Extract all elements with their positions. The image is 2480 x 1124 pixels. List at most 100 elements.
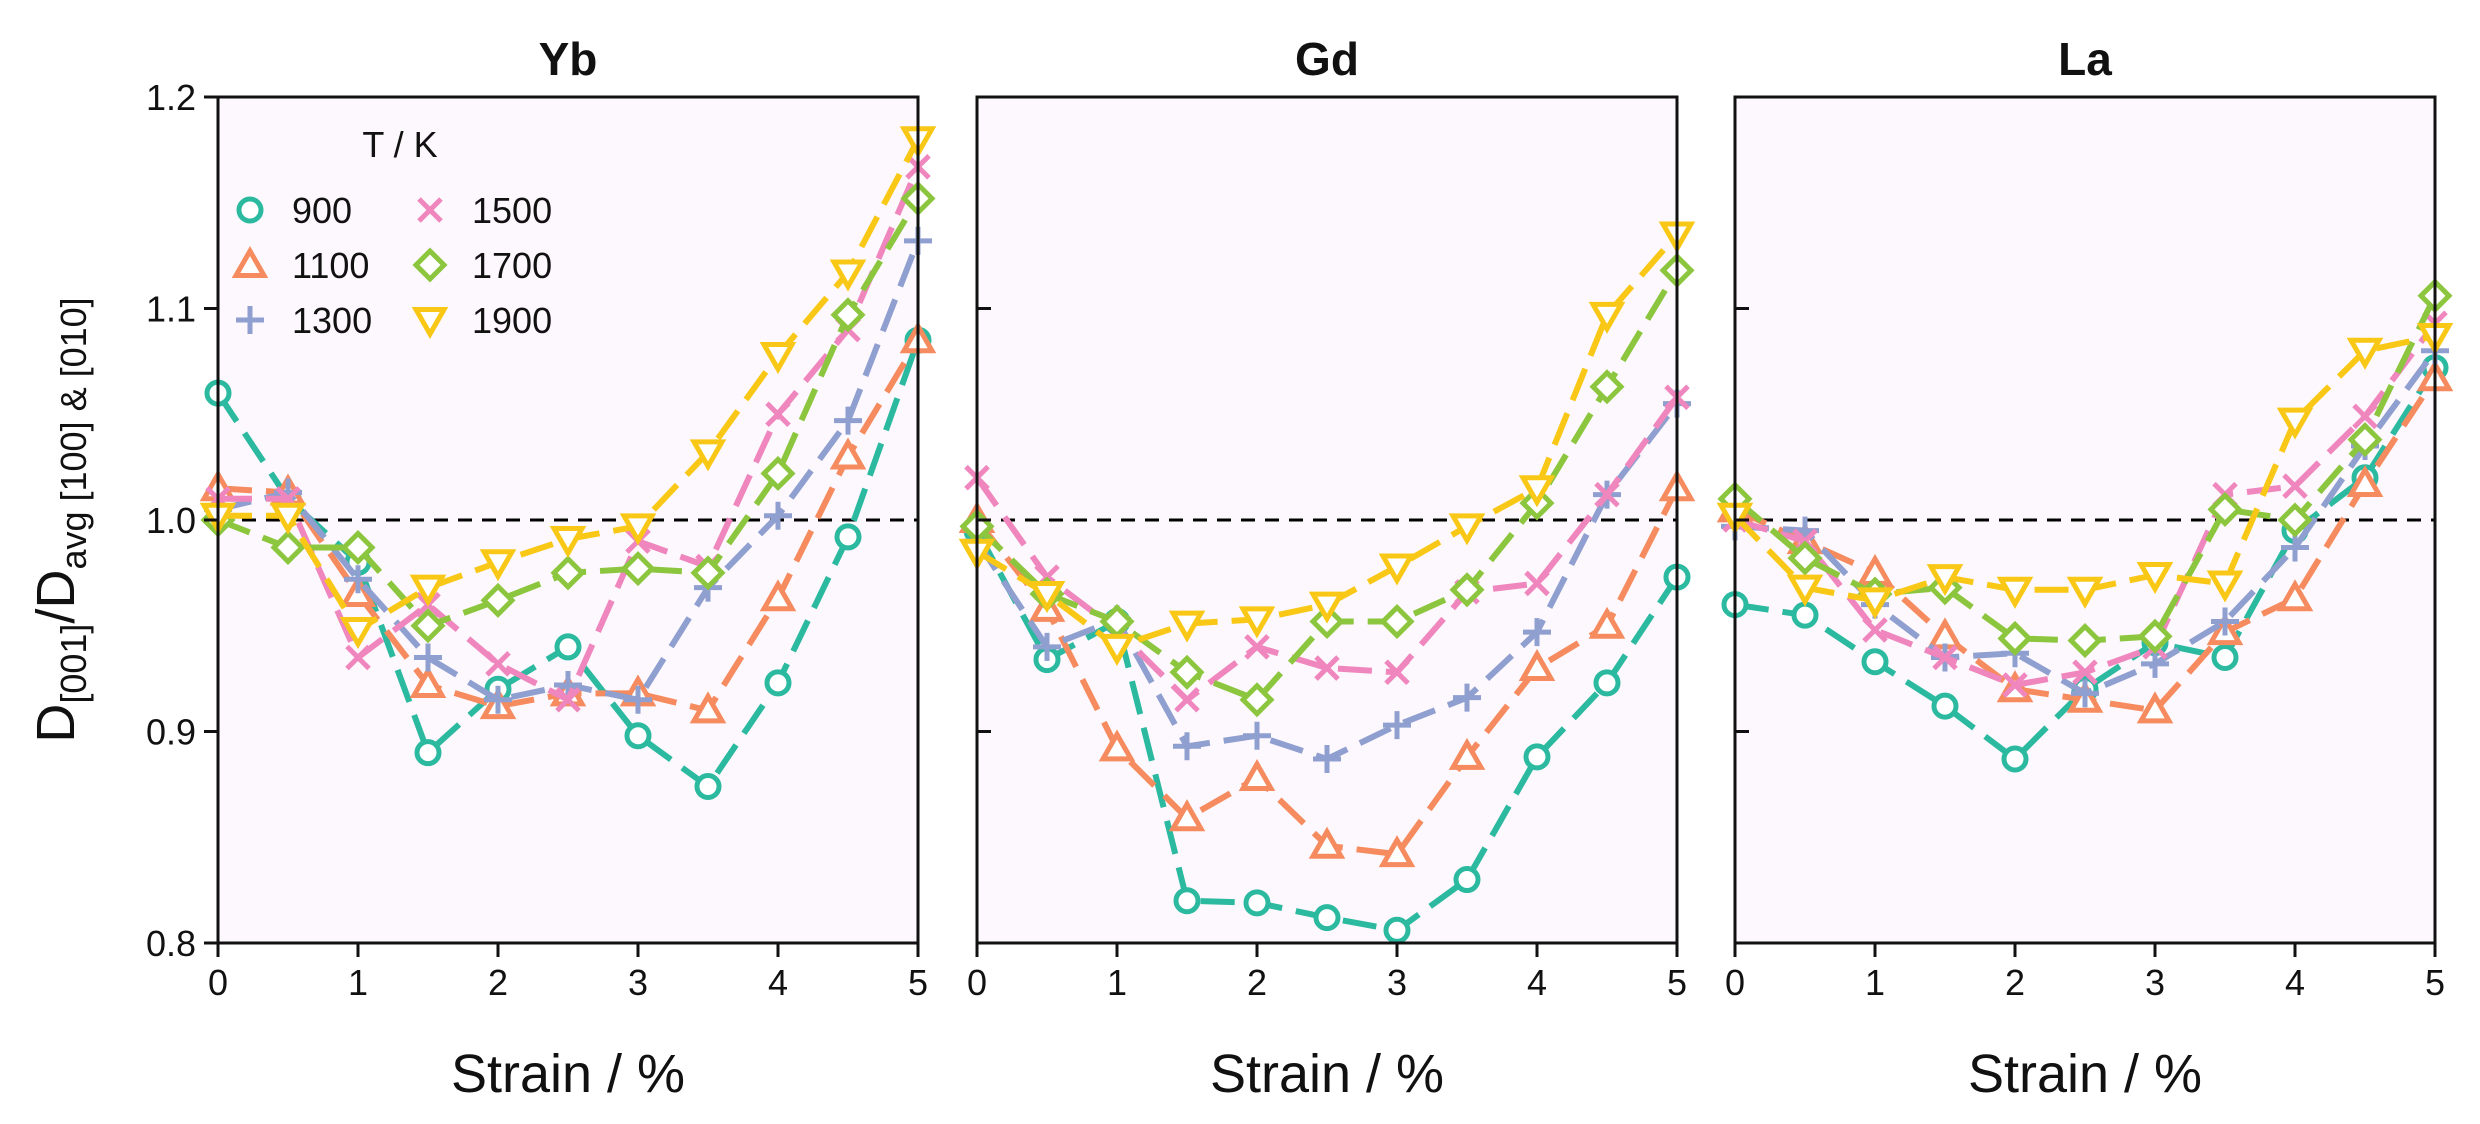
x-tick-label: 2 <box>488 962 508 1003</box>
data-point-1100-5 <box>1308 826 1346 859</box>
x-tick-label: 4 <box>1527 962 1547 1003</box>
data-point-1900-5 <box>549 526 587 559</box>
x-tick-label: 3 <box>2145 962 2165 1003</box>
series-line-1500 <box>974 395 1680 703</box>
data-point-1700-6 <box>2137 618 2173 654</box>
data-point-900-9 <box>834 523 862 551</box>
data-point-900-4 <box>1243 889 1271 917</box>
data-point-1100-8 <box>2276 579 2314 612</box>
data-point-900-6 <box>624 722 652 750</box>
data-point-1900-7 <box>689 439 727 472</box>
data-point-1300-5 <box>2071 679 2099 708</box>
legend-entry-1500: 1500 <box>417 190 552 231</box>
panel-la: 0 1 2 3 4 5 La Strain / % <box>1716 33 2454 1104</box>
data-point-1900-1 <box>1028 581 1066 614</box>
data-point-1700-4 <box>480 582 516 618</box>
x-tick-label: 3 <box>1387 962 1407 1003</box>
data-point-1100-3 <box>409 665 447 698</box>
data-point-1900-6 <box>2136 561 2174 595</box>
series-line-900 <box>1734 366 2438 762</box>
data-point-900-5 <box>1313 904 1341 932</box>
data-point-1500-8 <box>1524 570 1550 597</box>
x-tick-label: 1 <box>1865 962 1885 1003</box>
panel-title: La <box>2058 33 2112 85</box>
legend-label: 1500 <box>472 190 552 231</box>
data-point-900-9 <box>1593 669 1621 697</box>
data-point-1500-3 <box>1174 687 1200 713</box>
data-point-1500-5 <box>1314 655 1340 681</box>
legend-marker-1300 <box>236 306 264 334</box>
panel-title: Yb <box>539 33 598 85</box>
x-tick-label: 2 <box>1247 962 1267 1003</box>
data-point-1500-5 <box>555 687 581 713</box>
data-point-1100-4 <box>1238 758 1276 792</box>
data-point-1900-8 <box>1518 475 1556 508</box>
ylabel-d2: D <box>26 570 86 609</box>
data-point-1500-9 <box>2352 403 2378 430</box>
data-point-1500-6 <box>1384 659 1410 686</box>
data-point-1100-2 <box>1098 729 1136 762</box>
legend-entry-1100: 1100 <box>231 245 369 286</box>
data-point-900-7 <box>1453 866 1481 894</box>
data-point-1300-7 <box>2211 607 2239 636</box>
ylabel-slash: / <box>26 609 86 624</box>
data-point-1900-4 <box>479 549 517 582</box>
x-tick-label: 2 <box>2005 962 2025 1003</box>
data-point-1700-6 <box>620 551 656 587</box>
data-point-1300-1 <box>1033 632 1061 661</box>
data-point-1700-7 <box>2207 491 2243 527</box>
data-point-1700-2 <box>340 529 376 566</box>
data-point-1700-7 <box>1449 572 1485 608</box>
data-point-1100-6 <box>1378 835 1416 868</box>
data-point-1500-5 <box>2072 659 2098 686</box>
x-tick-label: 0 <box>208 962 228 1003</box>
data-point-1500-2 <box>345 644 371 671</box>
x-tick-label: 4 <box>768 962 788 1003</box>
data-point-1100-6 <box>2136 691 2174 724</box>
legend-entry-1900: 1900 <box>411 300 552 341</box>
data-point-1700-4 <box>1997 620 2033 656</box>
data-point-1500-4 <box>1244 634 1270 660</box>
data-point-1700-4 <box>1239 682 1275 718</box>
data-point-1700-1 <box>270 529 306 566</box>
data-point-1500-8 <box>765 401 791 428</box>
legend-label: 1300 <box>292 300 372 341</box>
x-tick-label: 4 <box>2285 962 2305 1003</box>
data-point-1900-6 <box>1378 553 1416 586</box>
data-point-1100-8 <box>759 579 797 612</box>
x-tick-label: 0 <box>1725 962 1745 1003</box>
data-point-1700-9 <box>1589 369 1625 405</box>
y-tick-label: 0.9 <box>146 712 196 753</box>
data-point-1500-8 <box>2282 473 2308 499</box>
series-1700 <box>200 180 936 644</box>
data-point-1900-4 <box>1996 576 2034 609</box>
data-point-1900-8 <box>2276 407 2314 440</box>
data-point-1300-8 <box>2281 533 2309 562</box>
data-point-1100-7 <box>1448 737 1486 770</box>
data-point-1900-5 <box>1308 591 1346 624</box>
data-point-1700-7 <box>690 555 726 591</box>
data-point-1900-7 <box>1448 513 1486 546</box>
data-point-900-4 <box>2001 745 2029 773</box>
ylabel-sub2: avg [100] & [010] <box>53 297 94 569</box>
data-point-1900-3 <box>409 574 447 607</box>
data-point-1700-3 <box>410 608 446 644</box>
data-point-1900-9 <box>829 259 867 292</box>
data-point-900-5 <box>554 633 582 661</box>
x-axis-title: Strain / % <box>1210 1044 1444 1104</box>
ylabel-d1: D <box>26 704 86 743</box>
data-point-1300-4 <box>484 685 512 714</box>
data-point-900-3 <box>1173 887 1201 915</box>
legend-marker-1100 <box>231 245 269 278</box>
y-axis-title: D[001]/Davg [100] & [010] <box>26 297 94 742</box>
legend-marker-900 <box>236 196 264 224</box>
data-point-1100-8 <box>1518 649 1556 682</box>
panels-layer: 0 1 2 3 4 5 0.8 0.9 1.0 1.1 1.2 Yb Strain / % 0 1 2 3 4 5 G… <box>146 33 2454 1104</box>
data-point-900-8 <box>764 669 792 697</box>
data-point-1700-9 <box>2347 422 2383 458</box>
legend-marker-1900 <box>411 307 449 340</box>
data-point-1500-3 <box>1932 644 1958 671</box>
x-tick-label: 0 <box>967 962 987 1003</box>
